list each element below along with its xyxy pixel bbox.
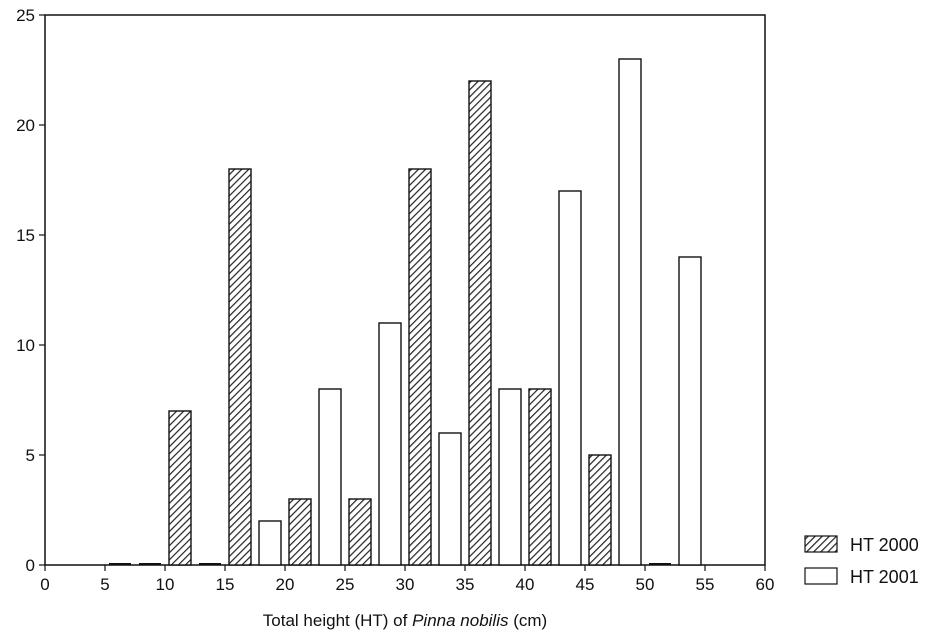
bar-ht-2001 (258, 520, 282, 566)
bar-ht-2000 (468, 80, 492, 566)
x-tick-label: 45 (576, 575, 595, 594)
bar-ht-2001 (618, 58, 642, 566)
legend-label-ht-2001: HT 2001 (850, 567, 919, 587)
bar-ht-2000 (288, 498, 312, 566)
x-axis-title-part-1: Total height (HT) of (263, 611, 412, 630)
bar-ht-2001-zero (139, 563, 161, 565)
plot-frame (44, 14, 766, 566)
bar-ht-2001 (318, 388, 342, 566)
x-axis-title: Total height (HT) of Pinna nobilis (cm) (263, 611, 547, 630)
bar-ht-2000 (588, 454, 612, 566)
legend-swatch-ht-2001 (804, 567, 838, 585)
bar-ht-2000 (168, 410, 192, 566)
y-tick-label: 25 (16, 6, 35, 25)
x-tick-label: 30 (396, 575, 415, 594)
bar-ht-2000 (408, 168, 432, 566)
bar-ht-2001 (438, 432, 462, 566)
x-tick-label: 0 (40, 575, 49, 594)
bar-ht-2000-zero (649, 563, 671, 565)
x-tick-label: 60 (756, 575, 775, 594)
y-tick-label: 10 (16, 336, 35, 355)
x-tick-label: 40 (516, 575, 535, 594)
y-tick-label: 0 (26, 556, 35, 575)
y-tick-label: 15 (16, 226, 35, 245)
bar-ht-2001 (678, 256, 702, 566)
legend-swatch-ht-2000 (804, 535, 838, 553)
y-tick-label: 20 (16, 116, 35, 135)
bar-ht-2001 (498, 388, 522, 566)
bar-ht-2000 (348, 498, 372, 566)
x-axis-title-part-3: (cm) (508, 611, 547, 630)
x-tick-label: 10 (156, 575, 175, 594)
legend: HT 2000 HT 2001 (804, 535, 919, 587)
bar-ht-2001 (378, 322, 402, 566)
y-tick-label: 5 (26, 446, 35, 465)
bars-group (109, 58, 702, 566)
y-axis-ticks: 0 5 10 15 20 25 (16, 6, 45, 575)
bar-ht-2000 (228, 168, 252, 566)
bar-ht-2000-zero (109, 563, 131, 565)
x-tick-label: 35 (456, 575, 475, 594)
x-axis-ticks: 0 5 10 15 20 25 30 35 40 45 50 55 60 (40, 565, 774, 594)
x-tick-label: 55 (696, 575, 715, 594)
bar-ht-2000 (528, 388, 552, 566)
x-tick-label: 50 (636, 575, 655, 594)
x-axis-title-species: Pinna nobilis (412, 611, 509, 630)
x-tick-label: 5 (100, 575, 109, 594)
x-tick-label: 25 (336, 575, 355, 594)
bar-ht-2001 (558, 190, 582, 566)
legend-label-ht-2000: HT 2000 (850, 535, 919, 555)
x-tick-label: 20 (276, 575, 295, 594)
x-tick-label: 15 (216, 575, 235, 594)
bar-ht-2001-zero (199, 563, 221, 565)
